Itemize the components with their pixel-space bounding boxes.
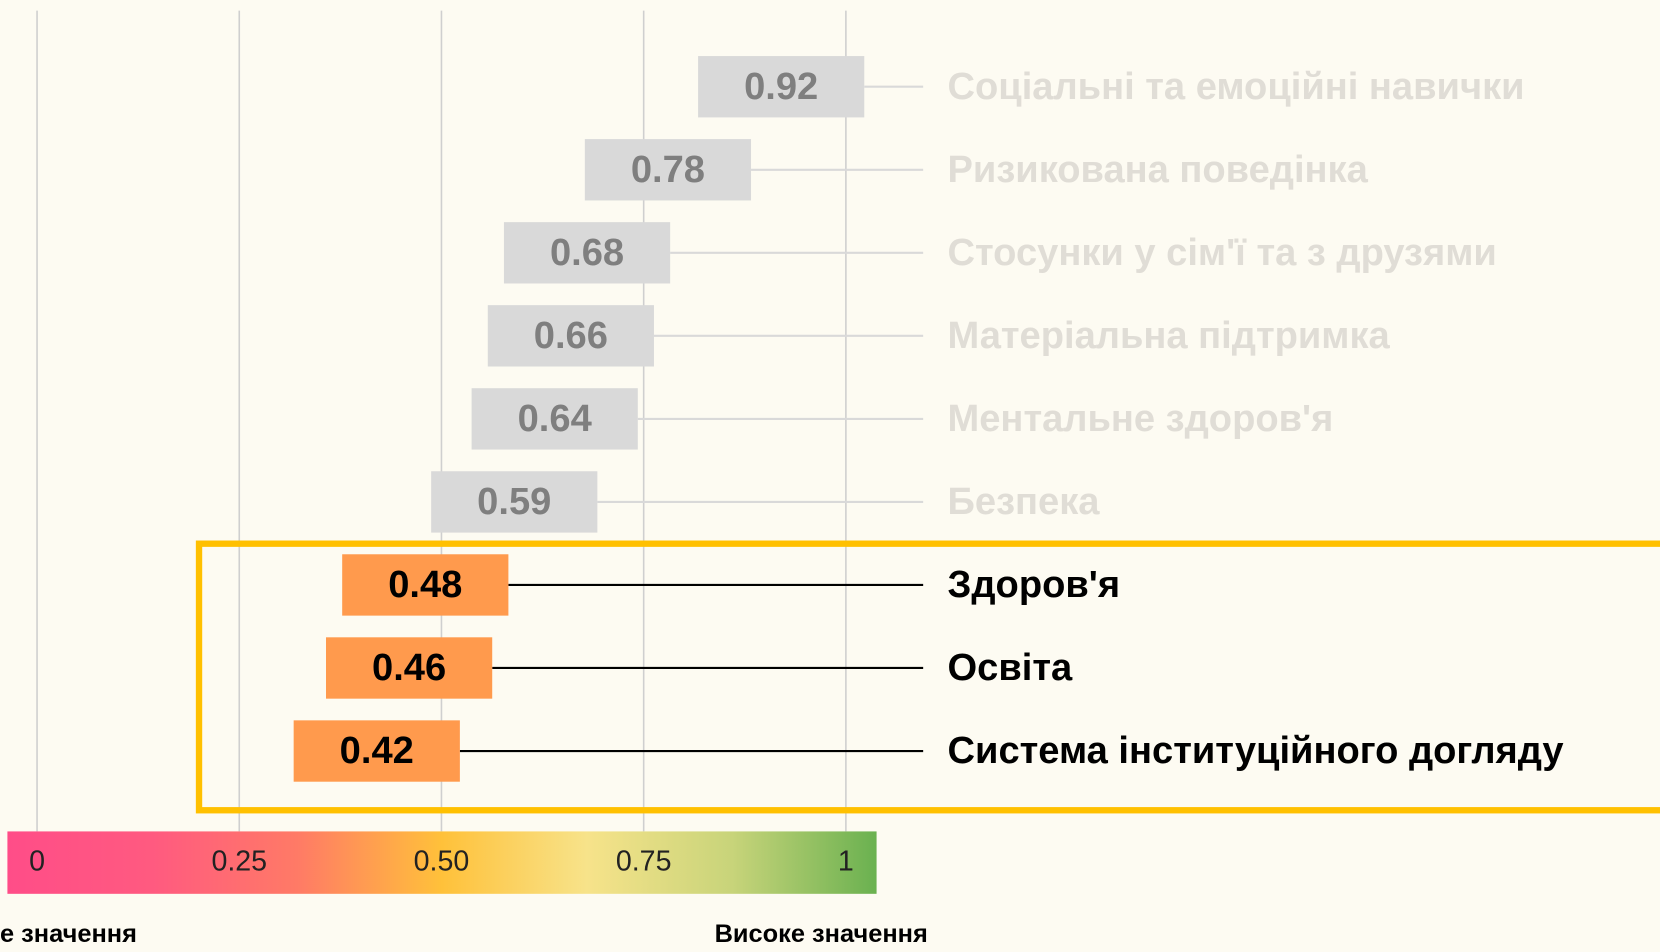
bar: [584, 139, 752, 201]
bar: [293, 720, 460, 782]
bar: [698, 56, 865, 118]
value-label: 0.68: [550, 232, 624, 274]
value-label: 0.48: [388, 564, 462, 606]
value-label: 0.66: [534, 315, 608, 357]
value-label: 0.64: [518, 398, 592, 440]
category-label: Стосунки у сім'ї та з друзями: [948, 232, 1497, 274]
bar: [503, 222, 671, 284]
category-label: Ментальне здоров'я: [948, 398, 1334, 440]
value-label: 0.42: [340, 730, 414, 772]
x-tick-label: 0.75: [616, 846, 672, 878]
category-label: Безпека: [948, 481, 1101, 523]
category-label: Система інституційного догляду: [948, 730, 1564, 772]
highlight-frame: [195, 540, 1660, 814]
category-label: Соціальні та емоційні навички: [948, 66, 1525, 108]
bar: [431, 471, 598, 533]
x-tick-label: 0.25: [211, 846, 267, 878]
x-tick-label: 0: [29, 846, 45, 878]
value-label: 0.92: [744, 66, 818, 108]
bar: [326, 637, 493, 699]
category-label: Ризикована поведінка: [948, 149, 1369, 191]
bar: [342, 554, 509, 616]
x-tick-label: 1: [838, 846, 854, 878]
value-label: 0.46: [372, 647, 446, 689]
category-label: Матеріальна підтримка: [948, 315, 1391, 357]
value-label: 0.78: [631, 149, 705, 191]
low-label: е значення: [0, 920, 137, 948]
colorbar: [7, 831, 877, 894]
high-label: Високе значення: [715, 920, 928, 948]
x-tick-label: 0.50: [414, 846, 470, 878]
bar: [471, 388, 638, 450]
category-label: Здоров'я: [948, 564, 1121, 606]
category-label: Освіта: [948, 647, 1073, 689]
bar: [487, 305, 654, 367]
value-label: 0.59: [477, 481, 551, 523]
